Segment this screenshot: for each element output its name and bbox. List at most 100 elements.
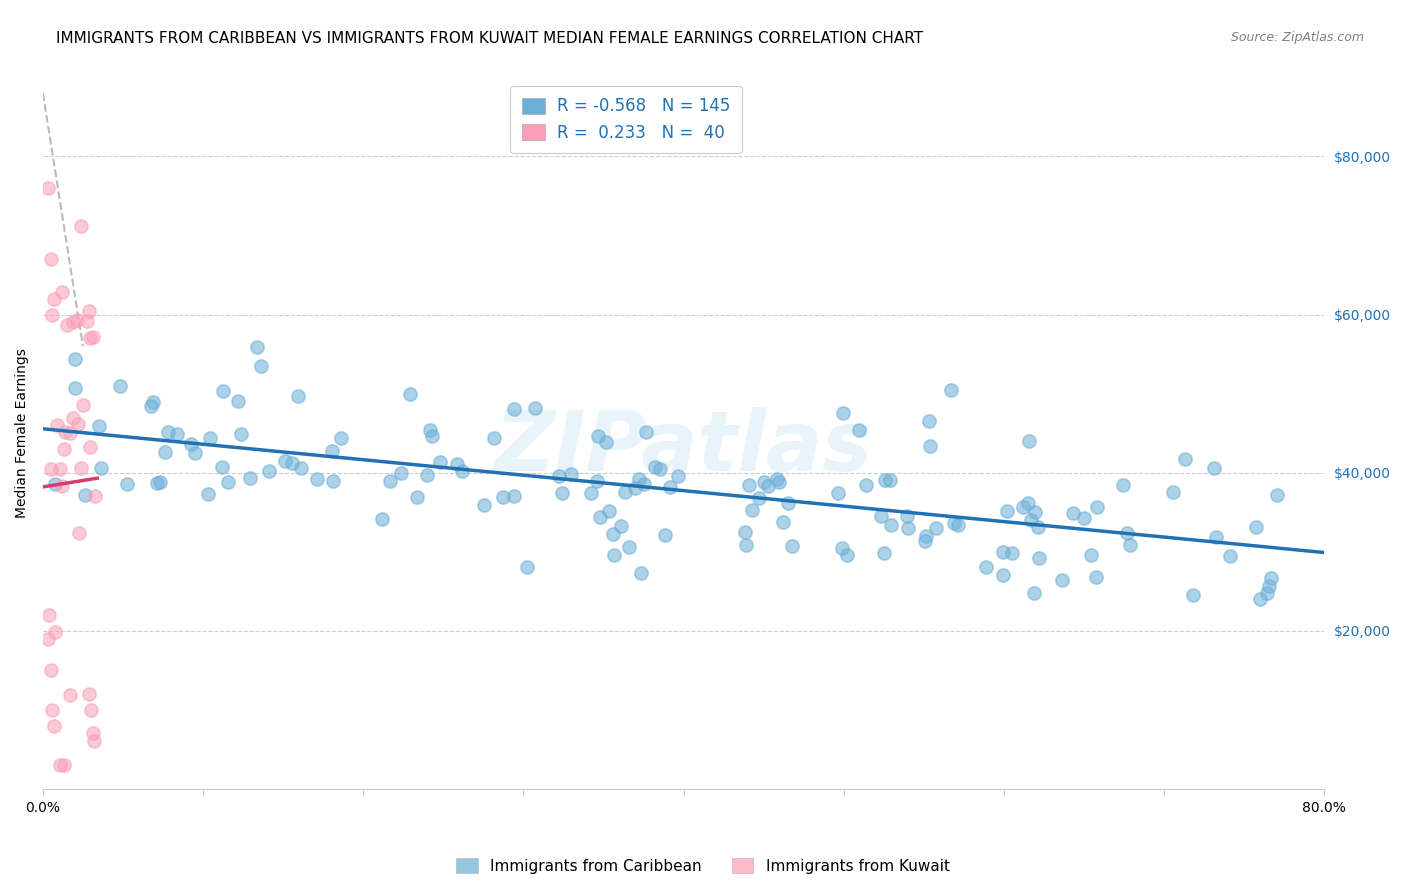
Point [246,341,269,355]
Point [1028,550,1050,565]
Point [756,479,779,493]
Point [610,519,633,533]
Point [79,303,101,318]
Point [1062,506,1084,520]
Point [48,462,70,476]
Point [451,464,474,478]
Point [974,560,997,574]
Point [752,475,775,490]
Point [603,548,626,562]
Point [51,285,73,299]
Point [229,426,252,441]
Point [1244,520,1267,534]
Point [62,314,84,328]
Point [837,549,859,563]
Point [617,540,640,554]
Point [108,378,131,392]
Point [41,462,63,476]
Point [1181,588,1204,602]
Point [82,330,104,344]
Point [79,331,101,345]
Point [993,568,1015,582]
Point [516,560,538,574]
Point [73,488,96,502]
Point [290,461,312,475]
Point [239,471,262,485]
Point [1249,592,1271,607]
Point [419,423,441,437]
Point [42,292,65,306]
Point [37,181,59,195]
Point [738,478,761,492]
Point [62,411,84,425]
Point [37,632,59,646]
Point [287,389,309,403]
Point [66,313,89,327]
Point [79,440,101,454]
Point [741,503,763,517]
Point [305,472,328,486]
Point [1080,548,1102,562]
Point [772,515,794,529]
Point [939,383,962,397]
Point [1118,538,1140,552]
Point [280,457,302,471]
Text: Source: ZipAtlas.com: Source: ZipAtlas.com [1230,31,1364,45]
Point [51,479,73,493]
Point [446,457,468,471]
Point [768,475,790,489]
Point [63,352,86,367]
Point [918,414,941,428]
Point [832,406,855,420]
Point [53,425,76,440]
Point [370,512,392,526]
Point [502,401,524,416]
Point [330,431,353,445]
Point [180,437,202,451]
Point [627,472,650,486]
Point [831,541,853,556]
Point [389,466,412,480]
Point [1073,511,1095,525]
Point [42,718,65,732]
Point [897,521,920,535]
Point [257,464,280,478]
Point [598,504,620,518]
Point [139,399,162,413]
Point [914,534,936,549]
Point [405,490,427,504]
Point [581,486,603,500]
Point [1161,484,1184,499]
Point [72,398,94,412]
Point [943,516,966,530]
Point [44,476,66,491]
Point [83,734,105,748]
Point [59,426,82,441]
Point [197,486,219,500]
Point [589,510,612,524]
Point [66,417,89,431]
Point [925,521,948,535]
Legend: Immigrants from Caribbean, Immigrants from Kuwait: Immigrants from Caribbean, Immigrants fr… [450,852,956,880]
Point [873,546,896,560]
Point [586,429,609,443]
Point [1022,586,1045,600]
Point [274,454,297,468]
Point [55,318,77,332]
Point [41,703,63,717]
Point [211,384,233,399]
Point [875,473,897,487]
Point [550,486,572,500]
Point [1202,461,1225,475]
Point [870,509,893,524]
Point [87,418,110,433]
Point [650,462,672,476]
Point [668,469,690,483]
Point [218,475,240,489]
Legend: R = -0.568   N = 145, R =  0.233   N =  40: R = -0.568 N = 145, R = 0.233 N = 40 [510,86,742,153]
Point [76,314,98,328]
Text: IMMIGRANTS FROM CARIBBEAN VS IMMIGRANTS FROM KUWAIT MEDIAN FEMALE EARNINGS CORRE: IMMIGRANTS FROM CARIBBEAN VS IMMIGRANTS … [56,31,924,46]
Point [848,423,870,437]
Point [503,489,526,503]
Point [149,475,172,489]
